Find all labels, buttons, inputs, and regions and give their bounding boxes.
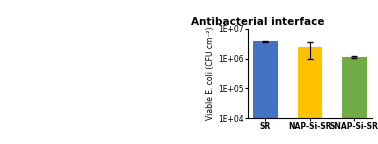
Y-axis label: Viable E. coli (CFU cm⁻²): Viable E. coli (CFU cm⁻²) (206, 27, 215, 120)
Bar (253, 41, 278, 144)
Bar (342, 57, 367, 144)
Bar (298, 47, 322, 144)
Text: Antibacterial interface: Antibacterial interface (191, 17, 325, 27)
